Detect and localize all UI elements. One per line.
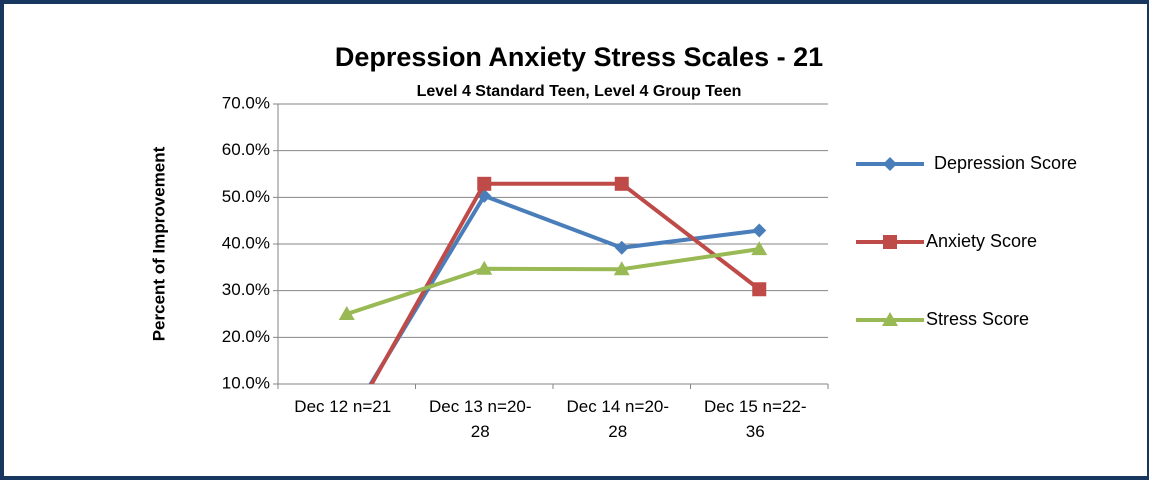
plot-area [338,176,768,435]
y-tick-label: 20.0% [222,327,270,346]
legend-label: Depression Score [934,153,1077,173]
marker [752,223,767,238]
marker [340,421,354,435]
y-tick-label: 50.0% [222,187,270,206]
marker [883,157,897,171]
y-tick-label: 70.0% [222,93,270,112]
y-tick-label: 60.0% [222,140,270,159]
chart: Depression Anxiety Stress Scales - 21 Le… [149,42,1077,435]
marker [477,176,492,191]
series-line [346,247,760,316]
series-line [369,181,761,384]
y-tick-label: 10.0% [222,373,270,392]
marker [476,260,493,275]
y-tick-label: 40.0% [222,233,270,252]
y-tick-label: 30.0% [222,280,270,299]
marker [882,312,898,326]
legend-label: Stress Score [926,309,1029,329]
marker [614,240,629,255]
marker [751,241,768,256]
marker [883,235,897,249]
chart-subtitle: Level 4 Standard Teen, Level 4 Group Tee… [417,83,742,100]
legend-label: Anxiety Score [926,231,1037,251]
chart-title: Depression Anxiety Stress Scales - 21 [335,42,823,72]
marker [338,306,355,320]
x-tick-label: Dec 14 n=20-28 [566,397,670,441]
y-axis-label: Percent of Improvement [149,146,168,341]
x-tick-label: Dec 12 n=21 [294,397,392,416]
x-tick-label: Dec 13 n=20-28 [428,397,532,441]
x-tick-label: Dec 15 n=22-36 [703,397,807,441]
series-line [368,193,760,384]
marker [752,282,767,297]
marker [613,261,630,276]
marker [614,176,629,191]
